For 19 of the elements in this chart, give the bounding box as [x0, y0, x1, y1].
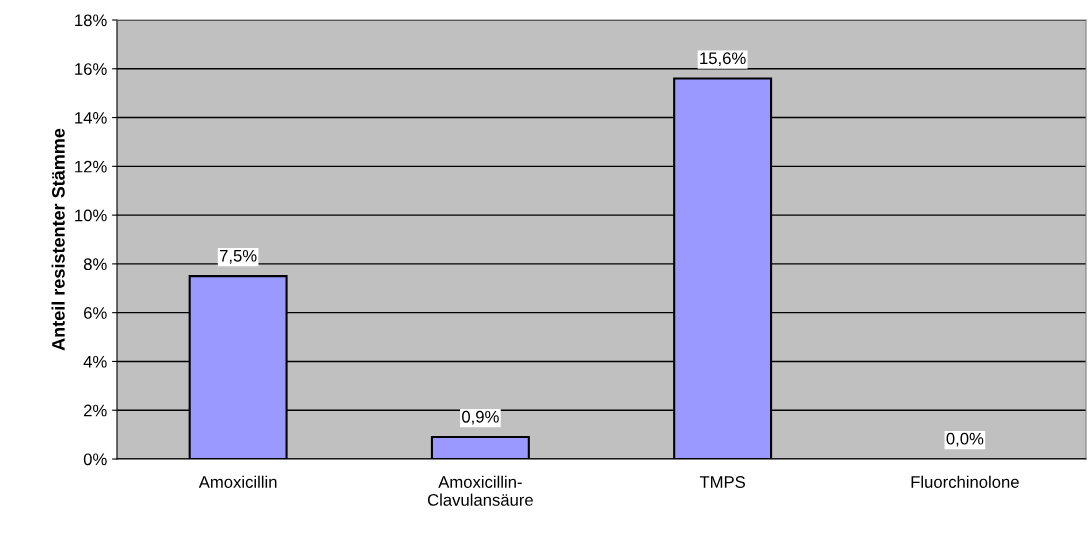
- y-tick-label: 18%: [75, 14, 107, 27]
- x-tick-label: Amoxicillin- Clavulansäure: [427, 475, 533, 506]
- y-tick-label: 0%: [83, 453, 107, 466]
- y-tick-label: 4%: [83, 355, 107, 368]
- data-label: 0,0%: [946, 432, 984, 447]
- y-tick-label: 14%: [75, 112, 107, 124]
- x-tick-label: TMPS: [699, 476, 746, 488]
- y-tick-label: 16%: [75, 63, 107, 75]
- data-label: 0,9%: [462, 410, 499, 425]
- y-tick-label: 12%: [75, 160, 107, 173]
- y-tick-label: 2%: [84, 404, 107, 417]
- y-tick-label: 6%: [84, 307, 107, 319]
- x-tick-label: Fluorchinolone: [911, 475, 1019, 488]
- y-axis-title: Anteil resistenter Stämme: [51, 128, 65, 351]
- data-label: 7,5%: [219, 249, 257, 264]
- x-tick-label: Amoxicillin: [198, 475, 277, 488]
- y-tick-label: 10%: [75, 209, 107, 222]
- data-label: 15,6%: [700, 52, 746, 67]
- y-tick-label: 8%: [83, 258, 107, 271]
